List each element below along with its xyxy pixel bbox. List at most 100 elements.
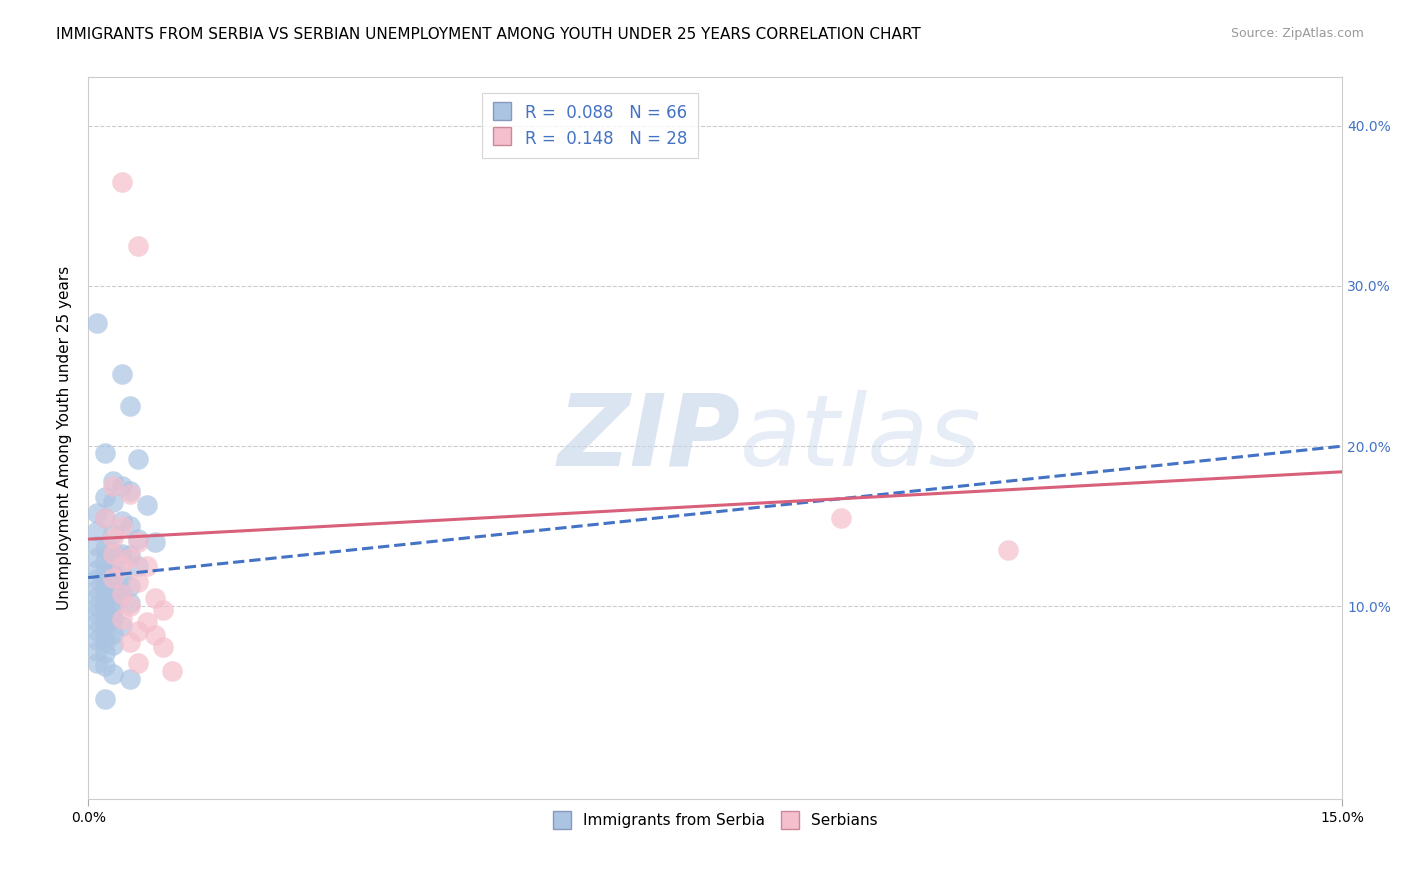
Point	[94, 692, 117, 706]
Y-axis label: Unemployment Among Youth under 25 years: Unemployment Among Youth under 25 years	[58, 266, 72, 610]
Point	[86, 539, 108, 553]
Point	[110, 587, 132, 601]
Point	[86, 563, 108, 577]
Point	[103, 666, 125, 681]
Text: atlas: atlas	[741, 390, 981, 487]
Point	[118, 399, 141, 413]
Point	[94, 658, 117, 673]
Point	[86, 582, 108, 596]
Point	[86, 524, 108, 538]
Point	[110, 569, 132, 583]
Point	[94, 541, 117, 556]
Text: Source: ZipAtlas.com: Source: ZipAtlas.com	[1230, 27, 1364, 40]
Point	[152, 640, 174, 654]
Point	[86, 590, 108, 604]
Point	[103, 547, 125, 561]
Point	[103, 479, 125, 493]
Point	[94, 566, 117, 580]
Point	[118, 579, 141, 593]
Point	[110, 547, 132, 561]
Point	[110, 559, 132, 574]
Point	[103, 602, 125, 616]
Point	[118, 483, 141, 498]
Legend: Immigrants from Serbia, Serbians: Immigrants from Serbia, Serbians	[547, 807, 884, 835]
Point	[127, 532, 149, 546]
Point	[103, 567, 125, 582]
Point	[103, 495, 125, 509]
Point	[103, 571, 125, 585]
Point	[997, 543, 1019, 558]
Point	[110, 612, 132, 626]
Point	[94, 575, 117, 590]
Point	[127, 575, 149, 590]
Point	[94, 646, 117, 660]
Point	[94, 511, 117, 525]
Point	[127, 559, 149, 574]
Point	[86, 633, 108, 648]
Point	[135, 559, 157, 574]
Point	[94, 511, 117, 525]
Point	[135, 499, 157, 513]
Point	[86, 572, 108, 586]
Point	[152, 602, 174, 616]
Point	[86, 624, 108, 638]
Point	[118, 596, 141, 610]
Point	[127, 535, 149, 549]
Text: IMMIGRANTS FROM SERBIA VS SERBIAN UNEMPLOYMENT AMONG YOUTH UNDER 25 YEARS CORREL: IMMIGRANTS FROM SERBIA VS SERBIAN UNEMPL…	[56, 27, 921, 42]
Point	[127, 452, 149, 467]
Point	[110, 587, 132, 601]
Point	[127, 239, 149, 253]
Point	[86, 507, 108, 521]
Point	[118, 548, 141, 562]
Point	[143, 591, 166, 606]
Point	[94, 601, 117, 615]
Point	[103, 556, 125, 570]
Point	[94, 491, 117, 505]
Point	[86, 599, 108, 614]
Point	[110, 479, 132, 493]
Text: ZIP: ZIP	[557, 390, 741, 487]
Point	[94, 609, 117, 624]
Point	[110, 515, 132, 529]
Point	[86, 644, 108, 658]
Point	[143, 535, 166, 549]
Point	[135, 615, 157, 630]
Point	[118, 672, 141, 686]
Point	[86, 615, 108, 630]
Point	[103, 577, 125, 591]
Point	[103, 531, 125, 545]
Point	[103, 527, 125, 541]
Point	[94, 593, 117, 607]
Point	[103, 594, 125, 608]
Point	[86, 316, 108, 330]
Point	[103, 585, 125, 599]
Point	[118, 551, 141, 566]
Point	[86, 551, 108, 566]
Point	[118, 634, 141, 648]
Point	[127, 624, 149, 638]
Point	[110, 175, 132, 189]
Point	[103, 475, 125, 489]
Point	[110, 519, 132, 533]
Point	[118, 487, 141, 501]
Point	[160, 664, 183, 678]
Point	[103, 610, 125, 624]
Point	[86, 607, 108, 622]
Point	[110, 618, 132, 632]
Point	[143, 628, 166, 642]
Point	[110, 367, 132, 381]
Point	[118, 599, 141, 614]
Point	[118, 519, 141, 533]
Point	[830, 511, 852, 525]
Point	[103, 638, 125, 652]
Point	[94, 555, 117, 569]
Point	[94, 617, 117, 632]
Point	[94, 445, 117, 459]
Point	[94, 583, 117, 598]
Point	[103, 626, 125, 640]
Point	[94, 625, 117, 640]
Point	[127, 656, 149, 670]
Point	[94, 634, 117, 648]
Point	[86, 656, 108, 670]
Point	[103, 545, 125, 559]
